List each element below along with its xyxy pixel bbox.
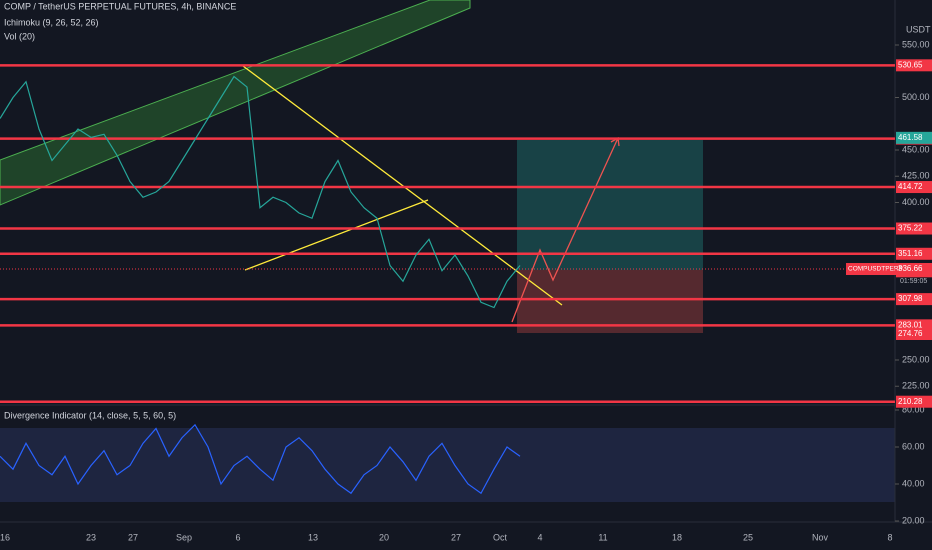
time-label: Sep (176, 532, 192, 542)
level-label-bg (896, 181, 932, 194)
currency: USDT (906, 24, 931, 34)
level-label-bg (896, 293, 932, 306)
time-label: 27 (451, 532, 461, 542)
indicator-tick: 40.00 (902, 478, 925, 488)
price-tick: 450.00 (902, 144, 930, 154)
time-label: 18 (672, 532, 682, 542)
target-label: 461.58 (898, 133, 923, 142)
price-tick: 400.00 (902, 197, 930, 207)
level-label-bg (896, 247, 932, 260)
indicator-tick: 60.00 (902, 441, 925, 451)
time-label: 4 (537, 532, 542, 542)
time-label: 13 (308, 532, 318, 542)
indicator-label: Vol (20) (4, 31, 35, 41)
trendline (244, 199, 429, 271)
symbol-tag: COMPUSDTPERP (848, 266, 903, 273)
level-label-bg (896, 395, 932, 408)
indicator-title: Divergence Indicator (14, close, 5, 5, 6… (4, 410, 176, 420)
time-label: 11 (598, 532, 607, 542)
trendline (242, 65, 563, 306)
indicator-line (0, 423, 521, 495)
time-label: 27 (128, 532, 138, 542)
target-label-bg (896, 131, 932, 144)
loss-zone (517, 270, 703, 333)
current-label-bg (896, 263, 932, 276)
stop-label: 274.76 (898, 329, 923, 338)
stop-label-bg (896, 328, 932, 341)
price-tick: 250.00 (902, 354, 930, 364)
price-line (0, 75, 521, 309)
indicator-tick: 20.00 (902, 515, 925, 525)
symbol-title: COMP / TetherUS PERPETUAL FUTURES, 4h, B… (4, 1, 236, 11)
profit-zone (517, 140, 703, 270)
time-label: 20 (379, 532, 389, 542)
projection-arrow (511, 137, 619, 323)
level-label: 307.98 (898, 294, 923, 303)
level-label: 210.28 (898, 397, 923, 406)
time-label: 8 (887, 532, 892, 542)
time-label: 25 (743, 532, 753, 542)
time-label: 6 (235, 532, 240, 542)
price-tick: 225.00 (902, 381, 930, 391)
level-label: 283.01 (898, 320, 923, 329)
price-tick: 500.00 (902, 92, 930, 102)
current-label: 336.66 (898, 264, 923, 273)
level-label-bg (896, 59, 932, 72)
time-label: 16 (0, 532, 10, 542)
time-label: Oct (493, 532, 508, 542)
indicator-label: Ichimoku (9, 26, 52, 26) (4, 17, 99, 27)
level-label: 375.22 (898, 224, 923, 233)
price-tick: 425.00 (902, 171, 930, 181)
level-label: 414.72 (898, 182, 923, 191)
countdown: 01:59:05 (900, 278, 927, 285)
indicator-tick: 80.00 (902, 404, 925, 414)
time-label: 23 (86, 532, 96, 542)
indicator-band (0, 428, 895, 502)
channel (0, 0, 471, 206)
level-label: 351.16 (898, 249, 923, 258)
price-tick: 550.00 (902, 39, 930, 49)
time-label: Nov (812, 532, 829, 542)
level-label: 530.65 (898, 60, 923, 69)
level-label-bg (896, 222, 932, 235)
